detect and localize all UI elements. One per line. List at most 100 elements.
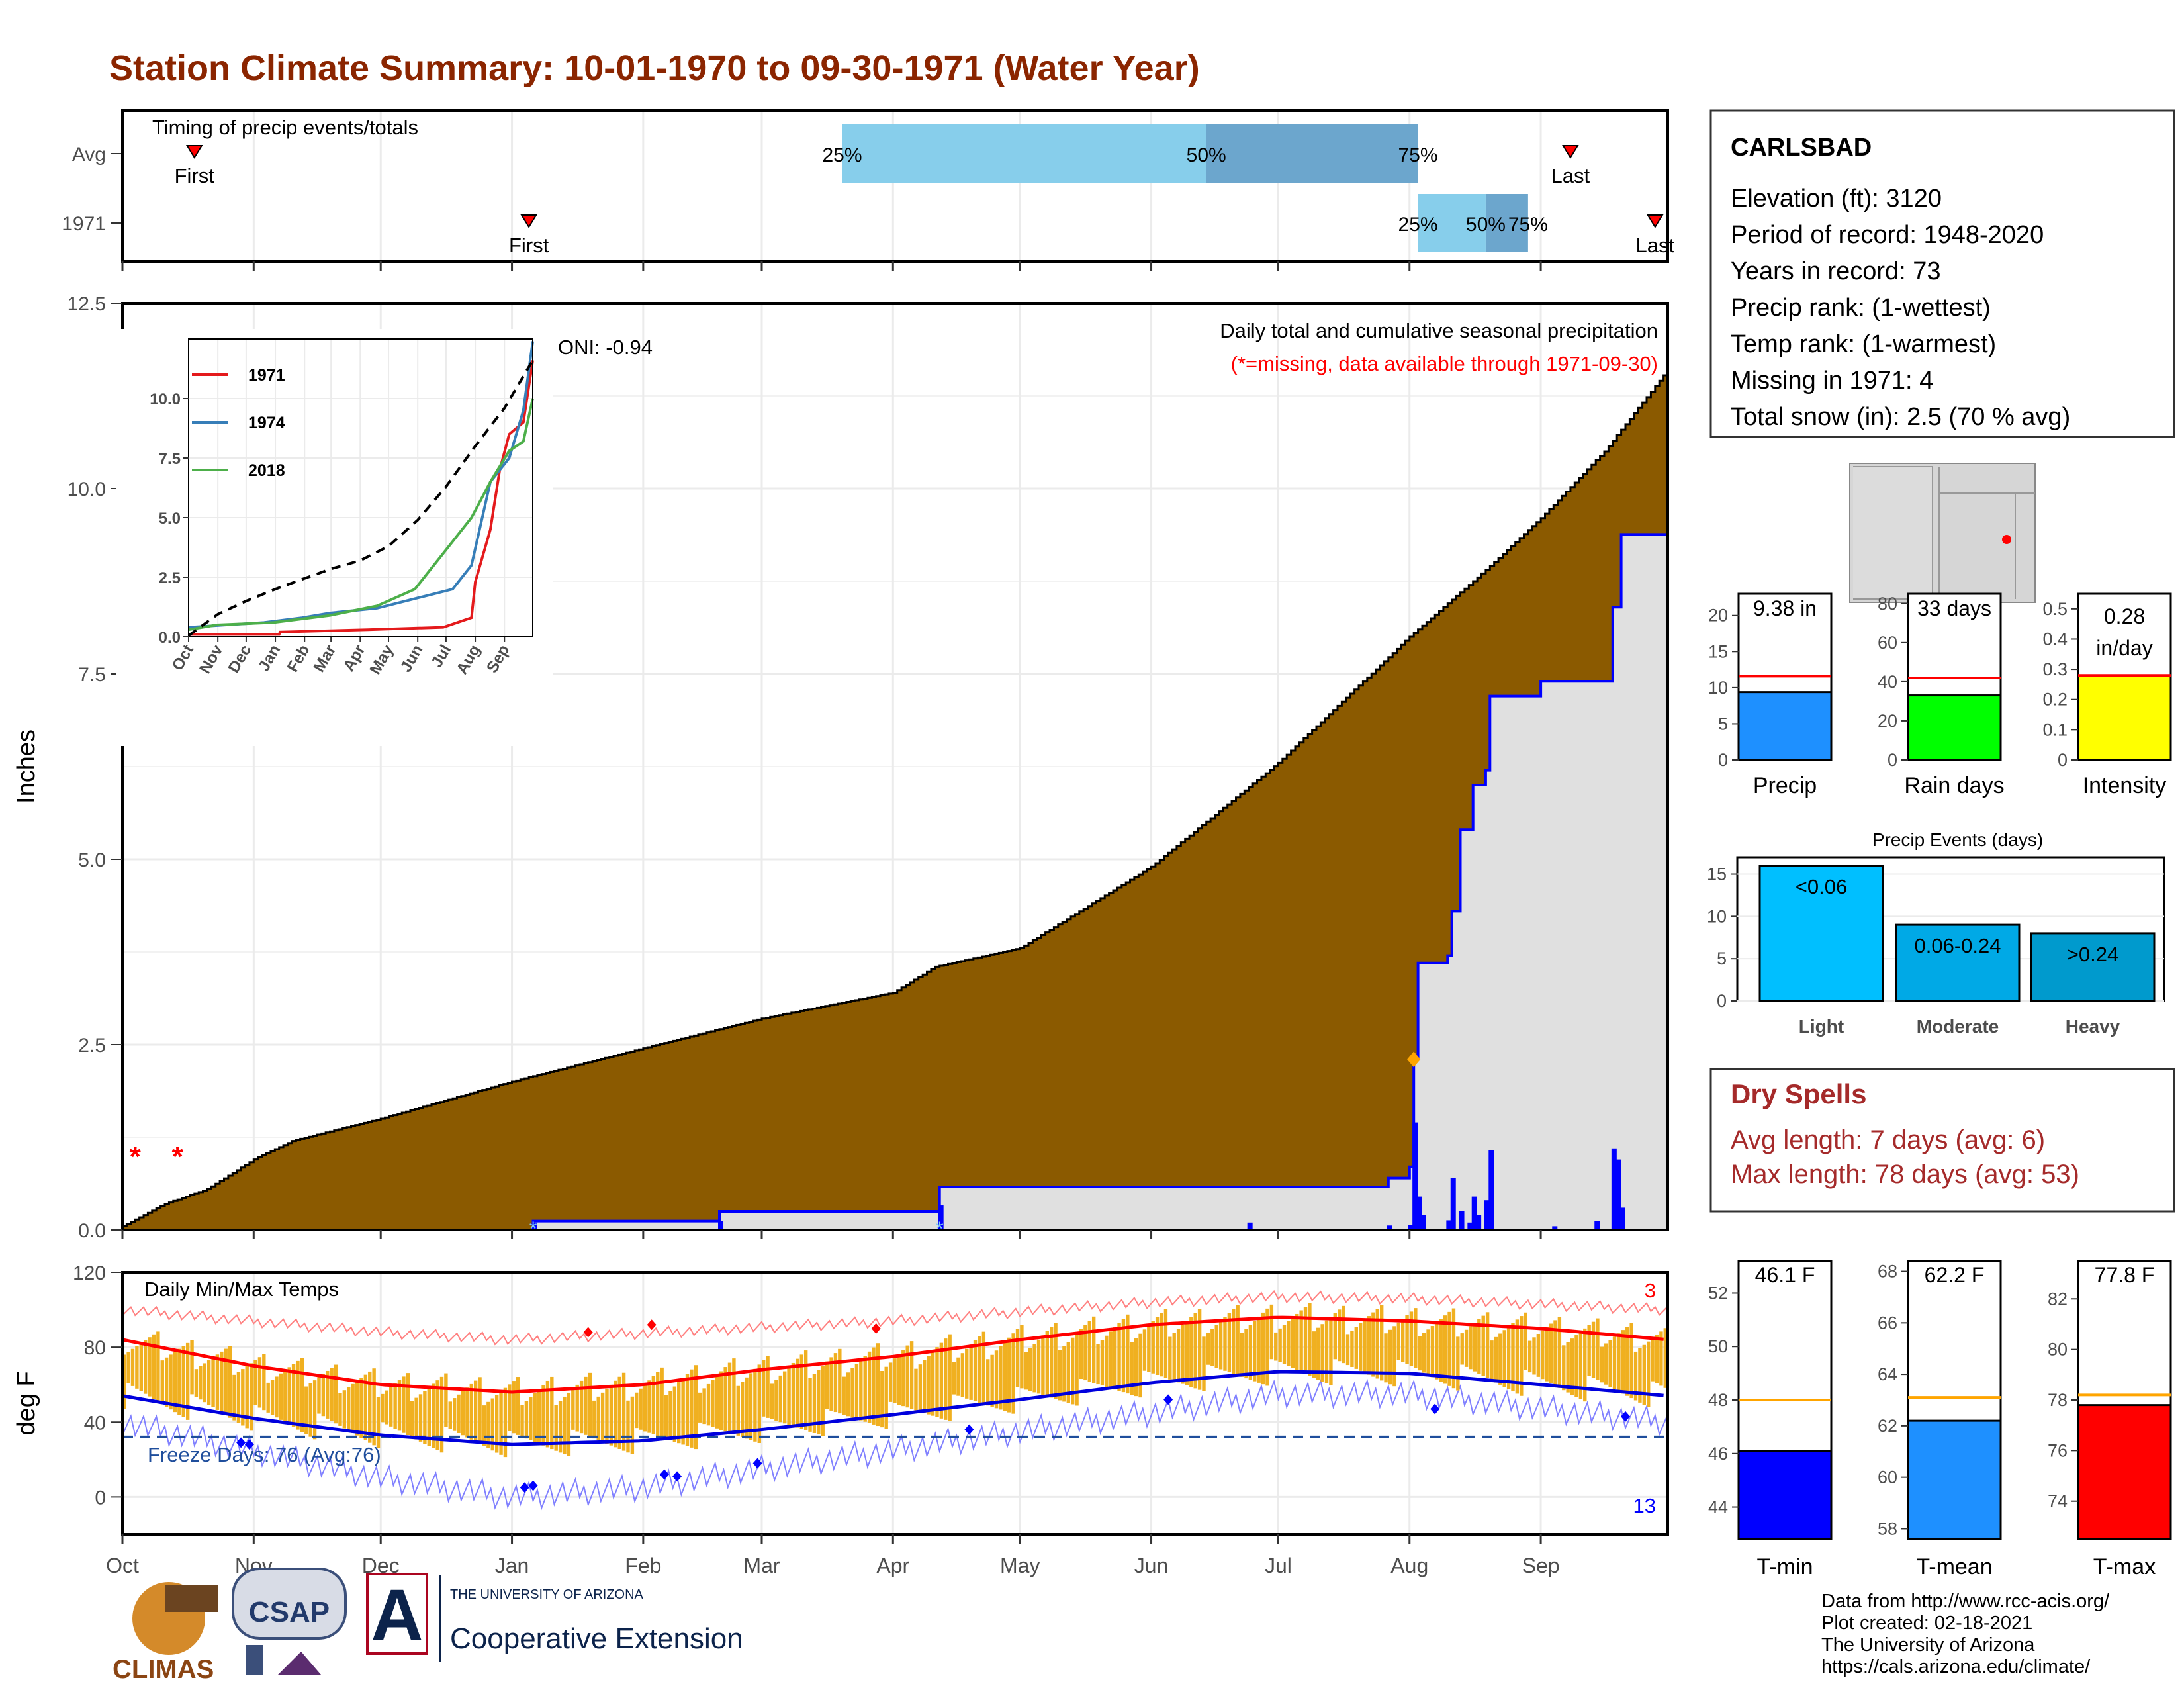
daily-temp-bar: [944, 1338, 948, 1420]
daily-temp-bar: [550, 1376, 554, 1450]
daily-temp-bar: [1083, 1325, 1087, 1381]
inset-legend-label: 2018: [248, 461, 285, 480]
avg-cumulative-area: [121, 369, 1669, 1231]
daily-temp-bar: [1316, 1327, 1320, 1380]
daily-temp-bar: [1189, 1317, 1193, 1387]
daily-precip-bar: [1408, 1225, 1414, 1230]
summary-y-tick-label: 48: [1708, 1390, 1728, 1410]
temp-x-tick-label: Mar: [743, 1554, 780, 1577]
inset-y-tick-label: 10.0: [150, 391, 181, 408]
daily-temp-bar: [981, 1331, 986, 1405]
daily-temp-bar: [177, 1348, 181, 1415]
daily-temp-bar: [1015, 1329, 1020, 1387]
daily-precip-bar: [938, 1205, 944, 1230]
dry-spells-box: [1709, 1068, 2175, 1213]
daily-temp-bar: [257, 1357, 262, 1408]
credit-line: https://cals.arizona.edu/climate/: [1821, 1656, 2091, 1677]
daily-temp-bar: [817, 1370, 821, 1435]
summary-y-tick-label: 80: [2048, 1340, 2068, 1360]
daily-temp-bar: [1363, 1319, 1367, 1373]
daily-temp-bar: [435, 1380, 439, 1450]
daily-temp-bar: [1566, 1342, 1570, 1393]
daily-temp-bar: [156, 1331, 160, 1402]
daily-temp-bar: [135, 1346, 139, 1389]
daily-temp-bar: [723, 1367, 727, 1432]
daily-temp-bar: [199, 1366, 203, 1400]
daily-temp-bar: [283, 1370, 287, 1423]
daily-temp-bar: [850, 1368, 854, 1418]
daily-temp-bar: [685, 1374, 690, 1446]
daily-temp-bar: [1197, 1309, 1202, 1390]
daily-temp-bar: [1473, 1323, 1477, 1372]
daily-temp-bar: [829, 1357, 833, 1411]
summary-y-tick-label: 0: [2058, 750, 2068, 770]
daily-temp-bar: [1206, 1333, 1210, 1365]
normal-tmin-line: [122, 1370, 1664, 1446]
daily-temp-bar: [249, 1363, 253, 1431]
temp-x-tick-label: Sep: [1522, 1554, 1560, 1577]
station-info-line: Total snow (in): 2.5 (70 % avg): [1731, 403, 2070, 431]
daily-temp-bar: [694, 1365, 698, 1450]
precip-y-tick-label: 7.5: [78, 664, 106, 686]
daily-temp-bar: [753, 1368, 757, 1442]
daily-temp-bar: [448, 1401, 452, 1429]
daily-temp-bar: [1625, 1327, 1629, 1396]
summary-y-tick-label: 76: [2048, 1440, 2068, 1460]
daily-temp-bar: [1303, 1307, 1308, 1374]
daily-temp-bar: [969, 1344, 973, 1400]
daily-temp-bar: [203, 1363, 206, 1403]
daily-temp-bar: [609, 1384, 614, 1446]
climas-logo-text: CLIMAS: [113, 1655, 214, 1684]
daily-temp-bar: [935, 1347, 939, 1417]
daily-temp-bar: [1274, 1332, 1278, 1361]
temp-y-tick-label: 0: [95, 1487, 106, 1509]
daily-temp-bar: [1210, 1329, 1214, 1366]
events-bar-Moderate: [1895, 923, 2021, 1002]
daily-temp-bar: [1342, 1305, 1345, 1364]
first-label: First: [175, 164, 215, 187]
daily-temp-bar: [1087, 1321, 1091, 1382]
last-marker: [1562, 145, 1579, 159]
ua-logo-mark: [366, 1573, 428, 1655]
daily-temp-bar: [719, 1371, 723, 1430]
daily-temp-bar: [512, 1381, 516, 1434]
temp-x-tick-label: Feb: [625, 1554, 661, 1577]
daily-temp-bar: [563, 1396, 567, 1455]
daily-temp-bar: [838, 1348, 842, 1414]
temp-y-tick-label: 80: [84, 1337, 106, 1359]
daily-temp-bar: [241, 1369, 245, 1426]
daily-temp-bar: [1223, 1317, 1227, 1371]
daily-temp-bar: [1105, 1335, 1109, 1387]
daily-temp-bar: [402, 1376, 406, 1433]
record-high-count: 3: [1645, 1279, 1656, 1302]
daily-temp-bar: [321, 1374, 326, 1417]
summary-value-label: 62.2 F: [1925, 1263, 1985, 1287]
daily-temp-bar: [558, 1400, 563, 1453]
timing-label-75: 75%: [1398, 144, 1438, 166]
daily-temp-bar: [1506, 1326, 1511, 1389]
daily-temp-bar: [164, 1357, 169, 1407]
daily-temp-bar: [410, 1401, 414, 1438]
daily-temp-bar: [486, 1401, 490, 1448]
daily-precip-bar: [1484, 1200, 1490, 1230]
daily-temp-bar: [194, 1369, 199, 1397]
daily-precip-bar: [1552, 1226, 1558, 1230]
daily-temp-bar: [279, 1373, 283, 1420]
daily-temp-bar: [1181, 1325, 1185, 1384]
record-low-marker: [1621, 1411, 1631, 1422]
daily-temp-bar: [1350, 1330, 1354, 1367]
daily-temp-bar: [1384, 1333, 1388, 1383]
summary-bar-T-min: [1737, 1450, 1833, 1540]
daily-temp-bar: [1244, 1329, 1248, 1379]
daily-temp-bar: [351, 1383, 355, 1433]
record-low-marker: [672, 1471, 682, 1482]
daily-temp-bar: [393, 1383, 397, 1429]
summary-bar-Rain days: [1907, 694, 2002, 761]
summary-y-tick-label: 78: [2048, 1390, 2068, 1410]
daily-temp-bar: [139, 1342, 143, 1391]
summary-y-tick-label: 0: [1888, 750, 1897, 770]
summary-y-tick-label: 10: [1708, 678, 1728, 698]
cumulative-1971-area: [122, 534, 1668, 1230]
